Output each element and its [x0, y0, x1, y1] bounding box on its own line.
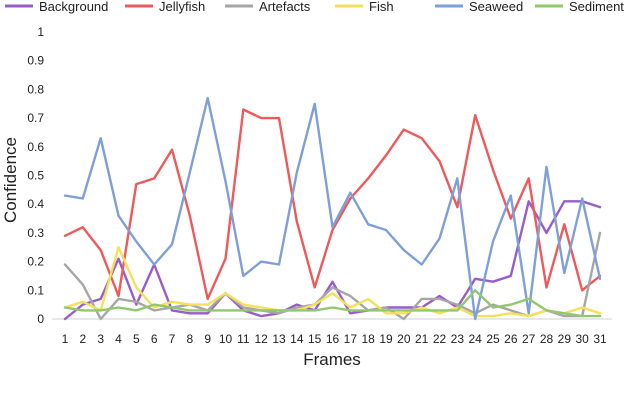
x-axis-label: Frames — [303, 350, 361, 369]
series-line-sediment — [63, 289, 602, 318]
x-tick-label: 25 — [486, 332, 500, 346]
y-tick-label: 0.6 — [27, 140, 44, 154]
x-tick-label: 23 — [451, 332, 465, 346]
y-axis-ticks: 0 0.1 0.2 0.3 0.4 0.5 0.6 0.7 0.8 0.9 1 — [27, 25, 44, 326]
x-tick-label: 22 — [433, 332, 447, 346]
x-tick-label: 20 — [397, 332, 411, 346]
legend-label-fish: Fish — [369, 0, 394, 14]
series-line-jellyfish — [63, 108, 602, 301]
x-tick-label: 26 — [504, 332, 518, 346]
y-tick-label: 0.1 — [27, 283, 44, 297]
x-tick-label: 2 — [79, 332, 86, 346]
series-line-seaweed — [63, 96, 602, 321]
y-tick-label: 0.5 — [27, 169, 44, 183]
x-tick-label: 12 — [254, 332, 268, 346]
legend-label-seaweed: Seaweed — [469, 0, 523, 14]
x-tick-label: 15 — [308, 332, 322, 346]
series-line-artefacts — [63, 231, 602, 321]
x-tick-label: 10 — [219, 332, 233, 346]
x-tick-label: 1 — [62, 332, 69, 346]
x-tick-label: 28 — [540, 332, 554, 346]
x-tick-label: 21 — [415, 332, 429, 346]
y-axis-label: Confidence — [1, 137, 20, 223]
x-tick-label: 18 — [361, 332, 375, 346]
x-tick-label: 11 — [237, 332, 250, 346]
x-tick-label: 16 — [326, 332, 340, 346]
x-tick-label: 5 — [133, 332, 140, 346]
y-tick-label: 0.8 — [27, 82, 44, 96]
series-group — [63, 96, 602, 321]
legend: Background Jellyfish Artefacts Fish Seaweed S… — [5, 0, 624, 14]
y-tick-label: 0.4 — [27, 197, 44, 211]
x-tick-label: 6 — [151, 332, 158, 346]
legend-label-background: Background — [39, 0, 108, 14]
x-tick-label: 4 — [115, 332, 122, 346]
x-tick-label: 14 — [290, 332, 304, 346]
x-tick-label: 31 — [593, 332, 607, 346]
x-tick-label: 8 — [186, 332, 193, 346]
x-tick-label: 17 — [344, 332, 358, 346]
y-tick-label: 0.2 — [27, 255, 44, 269]
x-tick-label: 24 — [468, 332, 482, 346]
x-tick-label: 19 — [379, 332, 393, 346]
series-line-fish — [63, 246, 602, 318]
legend-label-artefacts: Artefacts — [259, 0, 311, 14]
legend-label-sediment: Sediment — [569, 0, 624, 14]
y-tick-label: 0.3 — [27, 226, 44, 240]
legend-label-jellyfish: Jellyfish — [159, 0, 205, 14]
y-tick-label: 0.9 — [27, 54, 44, 68]
x-tick-label: 7 — [169, 332, 176, 346]
x-axis-ticks: 1 2 3 4 5 6 7 8 9 10 11 12 13 14 15 16 17 18 19 20 21 22 23 24 2… — [62, 332, 607, 346]
x-tick-label: 3 — [97, 332, 104, 346]
x-tick-label: 29 — [558, 332, 572, 346]
x-tick-label: 30 — [575, 332, 589, 346]
x-tick-label: 13 — [272, 332, 286, 346]
y-tick-label: 1 — [37, 25, 44, 39]
y-tick-label: 0 — [37, 312, 44, 326]
y-tick-label: 0.7 — [27, 111, 44, 125]
x-tick-label: 27 — [522, 332, 536, 346]
x-tick-label: 9 — [204, 332, 211, 346]
